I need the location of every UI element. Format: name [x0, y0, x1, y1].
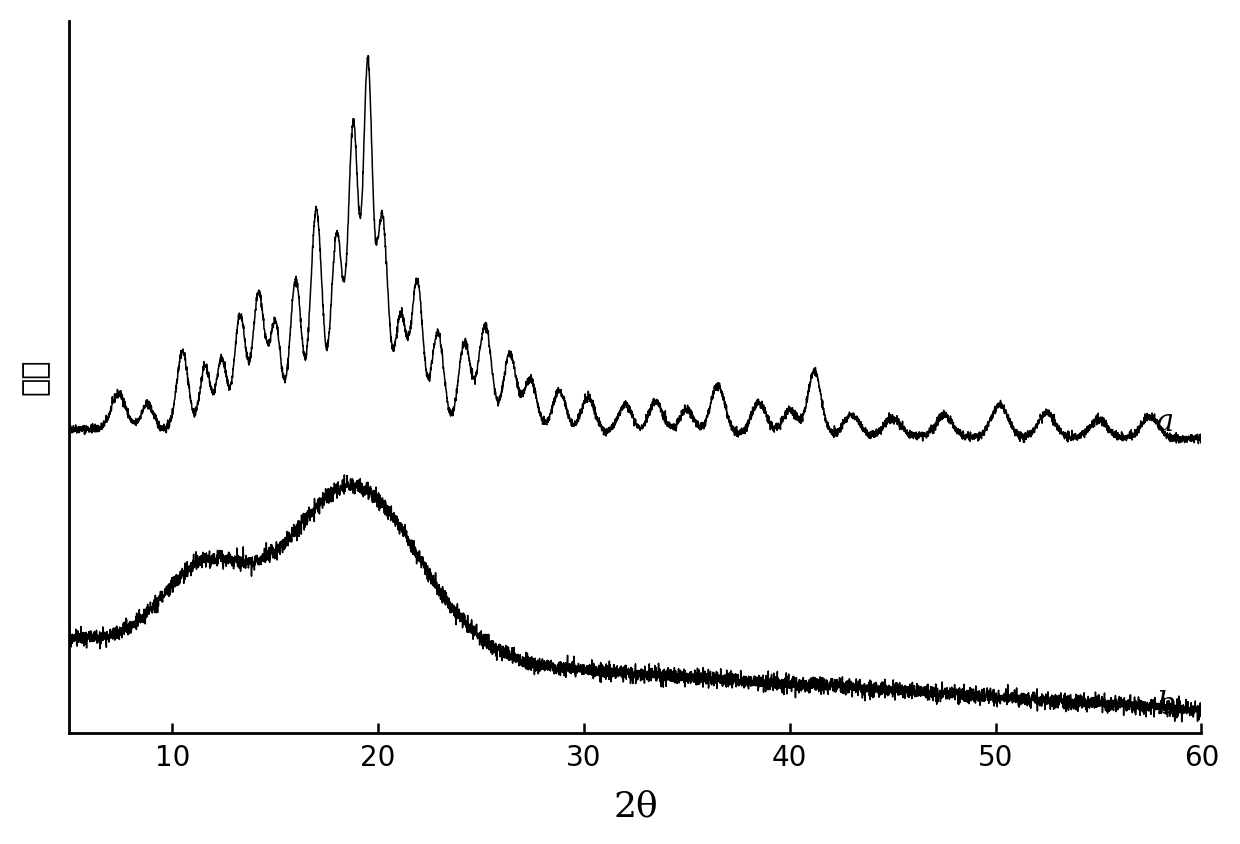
X-axis label: 2θ: 2θ	[613, 789, 657, 823]
Text: a: a	[1156, 407, 1174, 437]
Y-axis label: 强度: 强度	[21, 359, 50, 395]
Text: b: b	[1156, 690, 1176, 721]
